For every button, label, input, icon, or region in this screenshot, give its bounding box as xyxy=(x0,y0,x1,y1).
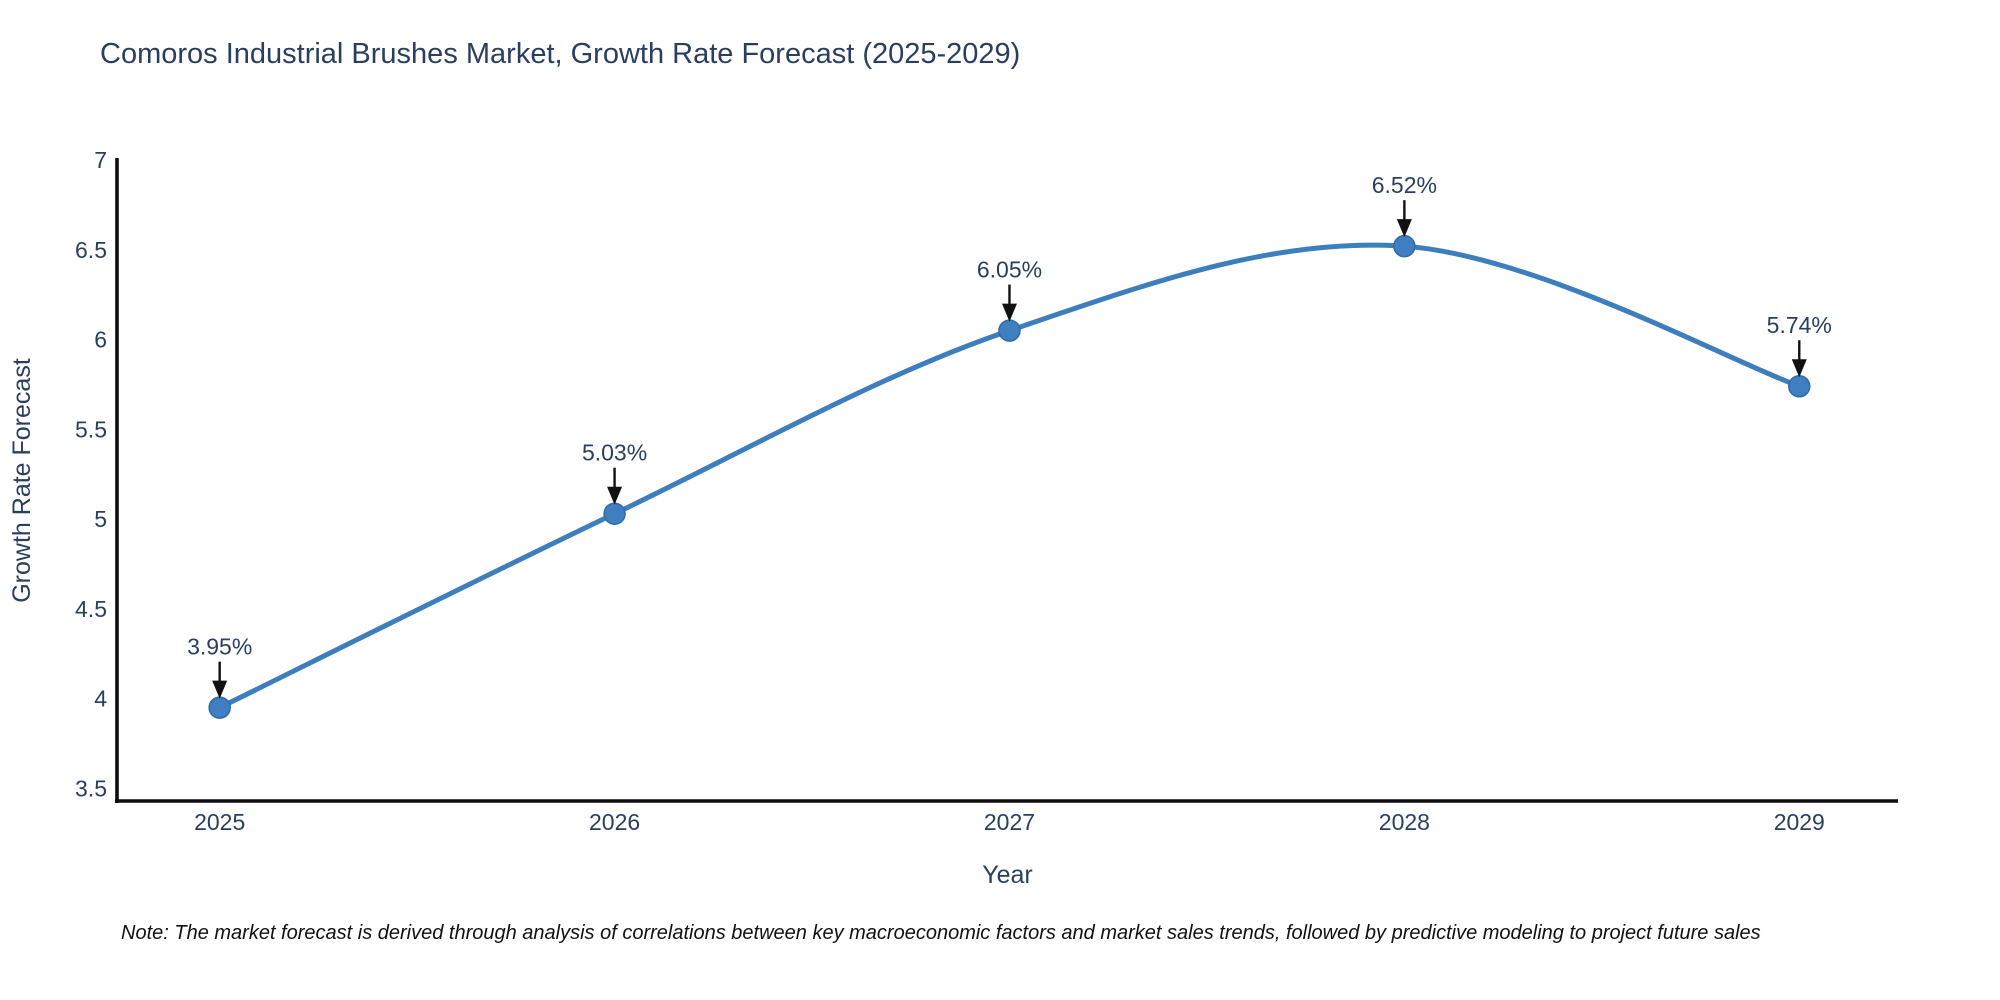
chart-footnote: Note: The market forecast is derived thr… xyxy=(121,922,1761,944)
annotation-arrowhead xyxy=(212,680,228,699)
y-tick-label: 7 xyxy=(94,147,107,173)
y-tick-label: 4 xyxy=(94,686,107,712)
annotation-label: 5.74% xyxy=(1767,312,1832,338)
x-tick-label: 2025 xyxy=(194,809,245,835)
annotation-arrowhead xyxy=(1001,303,1017,322)
annotation-label: 6.52% xyxy=(1372,172,1437,198)
y-tick-label: 3.5 xyxy=(75,775,107,801)
chart-title: Comoros Industrial Brushes Market, Growt… xyxy=(100,38,1021,70)
data-point-marker xyxy=(1788,374,1811,398)
annotation-arrowhead xyxy=(607,486,623,505)
x-tick-label: 2028 xyxy=(1379,809,1430,835)
y-tick-label: 5 xyxy=(94,506,107,532)
annotation-arrowhead xyxy=(1396,219,1412,238)
y-tick-label: 5.5 xyxy=(75,416,107,442)
annotation-arrowhead xyxy=(1791,359,1807,378)
y-tick-label: 4.5 xyxy=(75,596,107,622)
annotation-label: 6.05% xyxy=(977,257,1042,283)
x-axis-title: Year xyxy=(982,861,1033,889)
y-tick-label: 6.5 xyxy=(75,237,107,263)
data-point-marker xyxy=(603,502,626,525)
data-point-marker xyxy=(1393,234,1416,258)
x-tick-label: 2029 xyxy=(1774,809,1825,835)
data-point-marker xyxy=(998,319,1021,342)
annotation-label: 3.95% xyxy=(187,634,252,660)
y-tick-label: 6 xyxy=(94,327,107,353)
x-tick-label: 2027 xyxy=(984,809,1035,835)
data-point-marker xyxy=(208,696,231,719)
y-axis-title: Growth Rate Forecast xyxy=(8,358,36,603)
x-tick-label: 2026 xyxy=(589,809,640,835)
annotation-label: 5.03% xyxy=(582,440,647,466)
